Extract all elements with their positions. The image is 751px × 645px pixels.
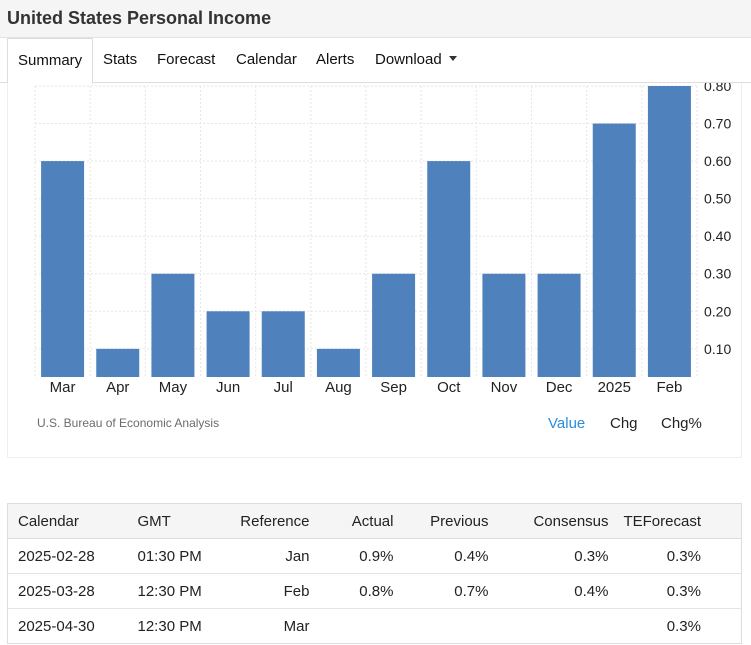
chart-panel: 0.10 0.20 0.30 0.40 0.50 0.60 0.70 0.80 Mar Apr Ma… [7, 83, 742, 458]
x-tick-label: Mar [50, 379, 76, 396]
cell-actual: 0.9% [319, 538, 404, 574]
x-tick-label: Aug [325, 379, 352, 396]
x-tick-label: Sep [380, 379, 407, 396]
personal-income-chart: 0.10 0.20 0.30 0.40 0.50 0.60 0.70 0.80 Mar Apr Ma… [34, 83, 731, 396]
cell-teforecast: 0.3% [618, 538, 742, 574]
y-tick-label: 0.60 [704, 153, 731, 169]
cell-reference: Mar [283, 617, 310, 635]
tab-calendar[interactable]: Calendar [236, 51, 297, 68]
cell-previous: 0.7% [403, 573, 499, 609]
tab-alerts[interactable]: Alerts [316, 51, 355, 68]
cell-actual: 0.8% [319, 573, 404, 609]
y-tick-label: 0.10 [704, 341, 731, 357]
bar [482, 273, 526, 377]
tab-download[interactable]: Download [375, 38, 457, 83]
cell-teforecast: 0.3% [618, 573, 742, 609]
toggle-value[interactable]: Value [548, 415, 586, 432]
cell-gmt: 01:30 PM [127, 538, 223, 574]
bar [96, 348, 140, 377]
caret-down-icon [448, 55, 457, 61]
cell-date: 2025-02-28 [7, 538, 128, 574]
title-bar: United States Personal Income [0, 0, 751, 38]
toggle-chg-percent[interactable]: Chg% [661, 415, 702, 432]
tab-summary[interactable]: Summary [7, 38, 94, 84]
calendar-table: Calendar GMT Reference Actual Previous C… [7, 503, 742, 644]
cell-teforecast: 0.3% [666, 617, 701, 635]
bar [206, 311, 250, 377]
x-tick-label: Dec [546, 379, 573, 396]
table-row: 2025-03-28 12:30 PM Feb 0.8% 0.7% 0.4% 0… [7, 573, 742, 609]
header-calendar: Calendar [7, 503, 128, 539]
cell-consensus [499, 609, 619, 644]
x-tick-label: Jul [274, 379, 293, 396]
header-actual: Actual [319, 503, 404, 539]
bar [537, 273, 581, 377]
x-tick-label: Feb [656, 379, 682, 396]
tab-download-label: Download [375, 51, 442, 68]
x-tick-label: May [159, 379, 188, 396]
y-tick-label: 0.30 [704, 266, 731, 282]
cell-consensus: 0.3% [498, 538, 619, 574]
header-previous: Previous [403, 503, 499, 539]
cell-reference: Jan [222, 538, 320, 574]
bar [647, 86, 691, 377]
cell-reference: Feb [222, 573, 320, 609]
y-tick-label: 0.70 [704, 116, 731, 132]
bar [592, 123, 636, 377]
header-teforecast: TEForecast [618, 503, 742, 539]
cell-previous [404, 609, 499, 644]
x-tick-label: 2025 [598, 379, 631, 396]
x-tick-label: Oct [437, 379, 461, 396]
cell-previous: 0.4% [403, 538, 499, 574]
cell-consensus: 0.4% [498, 573, 619, 609]
bar [261, 311, 305, 377]
page-title: United States Personal Income [7, 8, 272, 28]
y-tick-label: 0.40 [704, 228, 731, 244]
bar [316, 348, 360, 377]
cell-actual [320, 609, 404, 644]
calendar-header-row: Calendar GMT Reference Actual Previous C… [7, 503, 742, 539]
tab-bar: Summary Stats Forecast Calendar Alerts D… [0, 38, 751, 84]
cell-date: 2025-04-30 [18, 617, 95, 635]
header-gmt: GMT [127, 503, 223, 539]
bar [41, 161, 85, 377]
cell-gmt: 12:30 PM [137, 617, 202, 635]
x-tick-label: Nov [491, 379, 518, 396]
header-reference: Reference [222, 503, 320, 539]
cell-date: 2025-03-28 [7, 573, 128, 609]
y-tick-label: 0.50 [704, 191, 731, 207]
bar [151, 273, 195, 377]
table-row: 2025-02-28 01:30 PM Jan 0.9% 0.4% 0.3% 0… [7, 538, 742, 574]
header-consensus: Consensus [498, 503, 619, 539]
bar [427, 161, 471, 377]
bar [372, 273, 416, 377]
y-tick-label: 0.20 [704, 303, 731, 319]
y-tick-label: 0.80 [704, 83, 731, 94]
source-label: U.S. Bureau of Economic Analysis [37, 416, 220, 430]
x-tick-label: Jun [216, 379, 240, 396]
cell-gmt: 12:30 PM [127, 573, 223, 609]
tab-forecast[interactable]: Forecast [157, 51, 216, 68]
table-row: 2025-04-30 12:30 PM Mar 0.3% [8, 609, 742, 644]
toggle-chg[interactable]: Chg [610, 415, 638, 432]
tab-stats[interactable]: Stats [103, 51, 138, 68]
x-tick-label: Apr [106, 379, 129, 396]
